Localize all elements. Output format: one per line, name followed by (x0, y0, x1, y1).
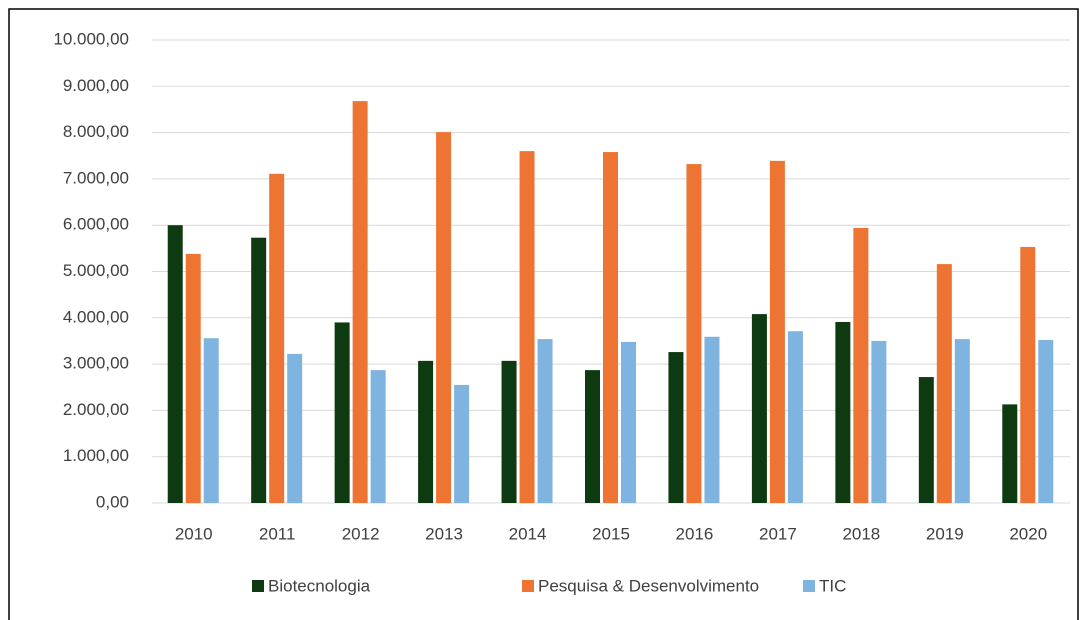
y-tick-label: 2.000,00 (63, 400, 129, 419)
bar (167, 225, 183, 503)
y-tick-label: 8.000,00 (63, 122, 129, 141)
y-tick-label: 0,00 (96, 492, 129, 511)
bar (751, 314, 767, 503)
bar (787, 331, 803, 503)
bar (251, 237, 267, 504)
x-tick-label: 2010 (175, 524, 213, 543)
y-tick-label: 10.000,00 (53, 29, 129, 48)
bar (1020, 246, 1036, 503)
bar (269, 173, 285, 503)
x-tick-label: 2020 (1009, 524, 1047, 543)
bar (370, 370, 386, 503)
x-tick-label: 2012 (342, 524, 380, 543)
x-tick-label: 2014 (509, 524, 547, 543)
bar (537, 339, 553, 503)
bar (621, 341, 636, 503)
bar (704, 336, 720, 503)
y-tick-label: 3.000,00 (63, 354, 129, 373)
legend-swatch (522, 580, 534, 592)
bar (871, 340, 887, 503)
x-tick-label: 2019 (926, 524, 964, 543)
bar (501, 360, 517, 503)
legend-label: Pesquisa & Desenvolvimento (538, 576, 759, 595)
x-tick-label: 2015 (592, 524, 630, 543)
bar (185, 253, 201, 503)
bar (1002, 404, 1018, 503)
bar (436, 132, 452, 503)
y-tick-label: 5.000,00 (63, 261, 129, 280)
bar (203, 338, 219, 503)
bar (936, 264, 952, 503)
bar (686, 164, 702, 504)
bar (769, 160, 785, 503)
bar (835, 321, 851, 503)
x-tick-label: 2016 (676, 524, 714, 543)
bar (954, 339, 970, 503)
legend-swatch (803, 580, 815, 592)
bar (334, 322, 350, 503)
y-tick-label: 9.000,00 (63, 76, 129, 95)
legend-swatch (252, 580, 264, 592)
chart-border (8, 8, 1079, 620)
bar (519, 151, 535, 503)
x-tick-label: 2017 (759, 524, 797, 543)
bar (918, 377, 934, 503)
y-tick-label: 4.000,00 (63, 307, 129, 326)
y-tick-label: 6.000,00 (63, 215, 129, 234)
x-tick-label: 2013 (425, 524, 463, 543)
legend-label: Biotecnologia (268, 576, 371, 595)
legend-label: TIC (819, 576, 846, 595)
y-tick-label: 1.000,00 (63, 446, 129, 465)
y-tick-label: 7.000,00 (63, 168, 129, 187)
bar (287, 353, 303, 503)
bar (1038, 340, 1054, 503)
bar (668, 352, 684, 503)
x-tick-label: 2011 (259, 524, 296, 543)
bar (454, 384, 470, 503)
bar (585, 370, 600, 503)
bar (418, 360, 434, 503)
bar (352, 101, 368, 503)
bar (853, 227, 869, 503)
x-tick-label: 2018 (842, 524, 880, 543)
bar (603, 152, 618, 503)
